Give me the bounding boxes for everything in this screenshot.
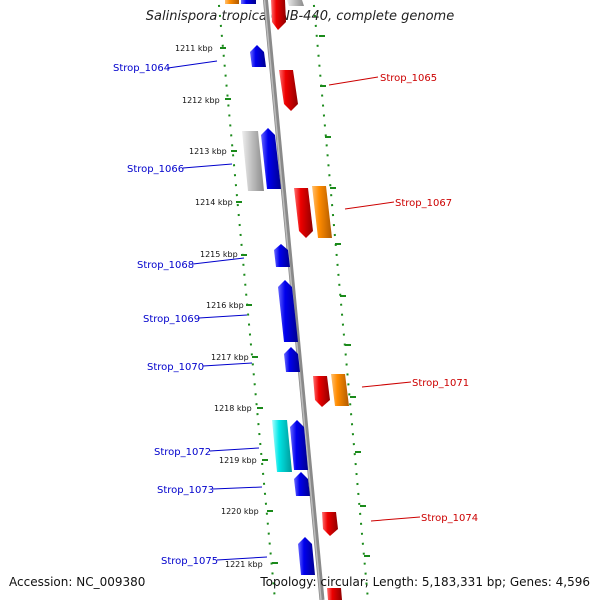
gene-arrow — [225, 0, 239, 4]
right-dotted-boundary — [312, 0, 369, 600]
gene-arrow — [313, 376, 330, 407]
gene-arrow — [241, 0, 256, 4]
right-scale-marks — [319, 35, 370, 557]
topology-text: Topology: circular; Length: 5,183,331 bp… — [260, 575, 590, 589]
tick-label: 1220 kbp — [221, 507, 259, 516]
tick-label: 1219 kbp — [219, 456, 257, 465]
genome-backbone — [262, 0, 325, 600]
gene-arrow — [298, 537, 315, 575]
gene-arrow — [287, 0, 304, 6]
forward-label-leaders — [167, 60, 268, 561]
tick-label: 1211 kbp — [175, 44, 213, 53]
tick-label: 1221 kbp — [225, 560, 263, 569]
gene-arrow — [278, 280, 298, 342]
gene-label: Strop_1073 — [157, 485, 214, 496]
tick-label: 1216 kbp — [206, 301, 244, 310]
gene-label: Strop_1067 — [395, 198, 452, 209]
left-dotted-boundary — [217, 0, 276, 600]
gene-arrow — [294, 188, 313, 238]
gene-label: Strop_1072 — [154, 447, 211, 458]
gene-label: Strop_1069 — [143, 314, 200, 325]
left-scale-marks — [220, 47, 278, 564]
gene-arrow — [322, 512, 338, 536]
gene-arrow — [284, 347, 300, 372]
accession-text: Accession: NC_009380 — [9, 575, 146, 589]
gene-label: Strop_1066 — [127, 164, 184, 175]
gene-label: Strop_1074 — [421, 513, 478, 524]
gene-arrow — [312, 186, 332, 238]
map-title: Salinispora tropica CNB-440, complete ge… — [145, 9, 455, 24]
scale-tick-labels: 1211 kbp 1212 kbp 1213 kbp 1214 kbp 1215… — [175, 44, 263, 569]
reverse-label-leaders — [328, 76, 421, 522]
gene-arrow — [290, 420, 308, 470]
reverse-genes — [271, 0, 349, 600]
forward-genes — [225, 0, 315, 575]
tick-label: 1213 kbp — [189, 147, 227, 156]
tick-label: 1217 kbp — [211, 353, 249, 362]
gene-arrow — [271, 0, 286, 30]
gene-label: Strop_1064 — [113, 63, 170, 74]
gene-arrow — [331, 374, 349, 406]
tick-label: 1214 kbp — [195, 198, 233, 207]
gene-arrow — [242, 131, 264, 191]
forward-gene-labels: Strop_1064 Strop_1066 Strop_1068 Strop_1… — [113, 63, 218, 567]
gene-arrow — [279, 70, 298, 111]
gene-arrow — [294, 472, 310, 496]
tick-label: 1212 kbp — [182, 96, 220, 105]
tick-label: 1215 kbp — [200, 250, 238, 259]
gene-arrow — [274, 244, 290, 267]
gene-arrow — [250, 45, 266, 67]
gene-label: Strop_1068 — [137, 260, 194, 271]
gene-label: Strop_1075 — [161, 556, 218, 567]
reverse-gene-labels: Strop_1065 Strop_1067 Strop_1071 Strop_1… — [380, 73, 478, 524]
gene-label: Strop_1070 — [147, 362, 204, 373]
tick-label: 1218 kbp — [214, 404, 252, 413]
gene-label: Strop_1071 — [412, 378, 469, 389]
gene-arrow — [261, 128, 281, 189]
gene-label: Strop_1065 — [380, 73, 437, 84]
gene-arrow — [327, 588, 342, 600]
gene-arrow — [272, 420, 292, 472]
